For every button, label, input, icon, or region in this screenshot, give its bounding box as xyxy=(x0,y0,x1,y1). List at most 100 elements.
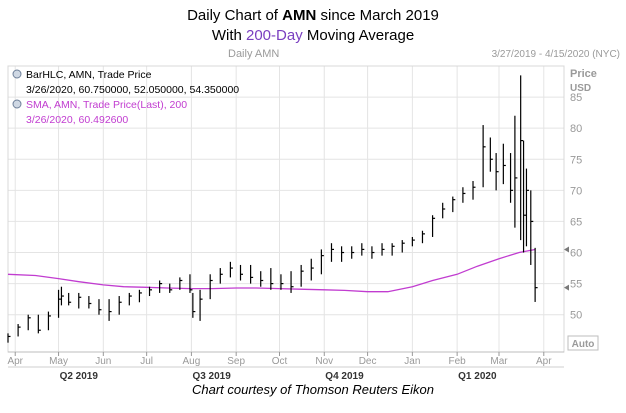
price-bar xyxy=(530,190,534,265)
price-axis-label: Price xyxy=(570,68,597,80)
last-value-marker xyxy=(564,246,569,253)
price-bar xyxy=(462,187,466,203)
price-bar xyxy=(330,243,334,262)
price-bar xyxy=(442,202,446,219)
x-axis: Apr May Jun Jul Aug Sep Oct Nov Dec Jan Feb Mar Apr xyxy=(7,352,552,367)
price-bar xyxy=(534,247,538,302)
price-bar xyxy=(509,153,514,203)
title-highlight: 200-Day xyxy=(246,27,303,44)
price-bar xyxy=(159,280,163,293)
x-tick-label: Apr xyxy=(7,356,23,367)
price-bars-series xyxy=(7,75,538,343)
price-bar xyxy=(138,289,142,303)
y-tick-label: 65 xyxy=(570,216,582,228)
price-bar xyxy=(7,333,11,343)
price-bar xyxy=(98,299,102,315)
price-bar xyxy=(209,274,213,300)
price-bar xyxy=(128,292,132,306)
price-bar xyxy=(300,264,304,287)
y-tick-label: 70 xyxy=(570,185,582,197)
price-bar xyxy=(452,196,456,213)
x-tick-label: Jul xyxy=(140,356,153,367)
price-bar xyxy=(401,240,405,253)
title-line-1: Daily Chart of AMN since March 2019 xyxy=(187,7,439,24)
price-bar xyxy=(239,264,244,281)
price-bar xyxy=(27,314,31,331)
x-tick-label: Dec xyxy=(359,356,377,367)
price-bar xyxy=(47,311,51,331)
x-tick-label: Jun xyxy=(95,356,111,367)
price-bar xyxy=(472,181,476,200)
currency-axis-label: USD xyxy=(570,83,591,94)
sma-series xyxy=(7,248,536,293)
price-bar xyxy=(391,243,395,256)
chart-credit: Chart courtesy of Thomson Reuters Eikon xyxy=(191,382,435,397)
y-tick-label: 60 xyxy=(570,248,582,260)
y-tick-label: 50 xyxy=(570,310,582,322)
x-tick-label: May xyxy=(49,356,68,367)
price-bar xyxy=(189,274,193,293)
x-tick-label: Apr xyxy=(536,356,552,367)
price-bar xyxy=(290,271,294,293)
quarter-axis: Q2 2019 Q3 2019 Q4 2019 Q1 2020 xyxy=(60,371,497,382)
price-bar xyxy=(78,292,82,309)
price-bar xyxy=(169,283,173,293)
price-bar xyxy=(310,258,314,281)
x-tick-label: Aug xyxy=(183,356,201,367)
price-bar xyxy=(179,277,183,290)
sma-line xyxy=(7,248,536,293)
price-bar xyxy=(148,286,153,297)
header-range-label: 3/27/2019 - 4/15/2020 (NYC) xyxy=(492,49,620,60)
price-bar xyxy=(522,140,527,253)
auto-scale-button[interactable] xyxy=(567,335,599,351)
price-bar xyxy=(320,249,324,275)
y-axis: 50 55 60 65 70 75 80 85 xyxy=(570,92,582,322)
legend-sma-line-1: SMA, AMN, Trade Price(Last), 200 xyxy=(26,99,187,111)
chart-title: Daily Chart of AMN since March 2019 With… xyxy=(0,6,626,46)
legend-sma-line-2: 3/26/2020, 60.492600 xyxy=(26,114,128,126)
price-bar xyxy=(60,286,64,306)
price-bar xyxy=(229,261,233,278)
last-value-marker xyxy=(564,284,569,291)
legend-bar-line-2: 3/26/2020, 60.750000, 52.050000, 54.3500… xyxy=(26,84,239,96)
legend[interactable]: BarHLC, AMN, Trade Price 3/26/2020, 60.7… xyxy=(12,69,239,126)
sma-series-toggle-icon[interactable] xyxy=(12,99,22,109)
price-bar xyxy=(502,143,506,185)
x-tick-label: Feb xyxy=(449,356,467,367)
x-tick-label: Jan xyxy=(404,356,420,367)
price-bar xyxy=(280,274,284,290)
grid-lines xyxy=(8,66,564,352)
x-tick-label: Oct xyxy=(272,356,288,367)
price-bar xyxy=(219,268,223,284)
y-tick-label: 80 xyxy=(570,123,582,135)
price-bar xyxy=(192,292,196,318)
quarter-label: Q1 2020 xyxy=(458,371,497,382)
price-bar xyxy=(88,296,92,309)
price-bar xyxy=(495,153,499,191)
quarter-label: Q4 2019 xyxy=(325,371,364,382)
price-bar xyxy=(514,115,518,228)
price-bar xyxy=(489,137,493,172)
bar-series-toggle-icon[interactable] xyxy=(12,69,22,79)
title-ticker: AMN xyxy=(282,7,317,24)
price-bar xyxy=(270,268,274,290)
quarter-label: Q3 2019 xyxy=(192,371,231,382)
x-tick-label: Mar xyxy=(490,356,508,367)
price-bar xyxy=(57,289,62,318)
price-bar xyxy=(431,215,436,237)
auto-scale-label: Auto xyxy=(572,339,595,350)
price-bar xyxy=(351,246,355,259)
price-bar xyxy=(17,324,21,337)
price-bar xyxy=(520,75,524,241)
price-bar xyxy=(199,289,203,321)
x-tick-label: Nov xyxy=(315,356,333,367)
y-tick-label: 55 xyxy=(570,279,582,291)
y-tick-label: 75 xyxy=(570,154,582,166)
price-bar xyxy=(68,292,72,306)
last-value-markers xyxy=(564,246,569,291)
y-tick-label: 85 xyxy=(570,92,582,104)
price-bar xyxy=(371,246,375,259)
header-left-label: Daily AMN xyxy=(228,48,279,60)
price-bar xyxy=(341,246,345,262)
